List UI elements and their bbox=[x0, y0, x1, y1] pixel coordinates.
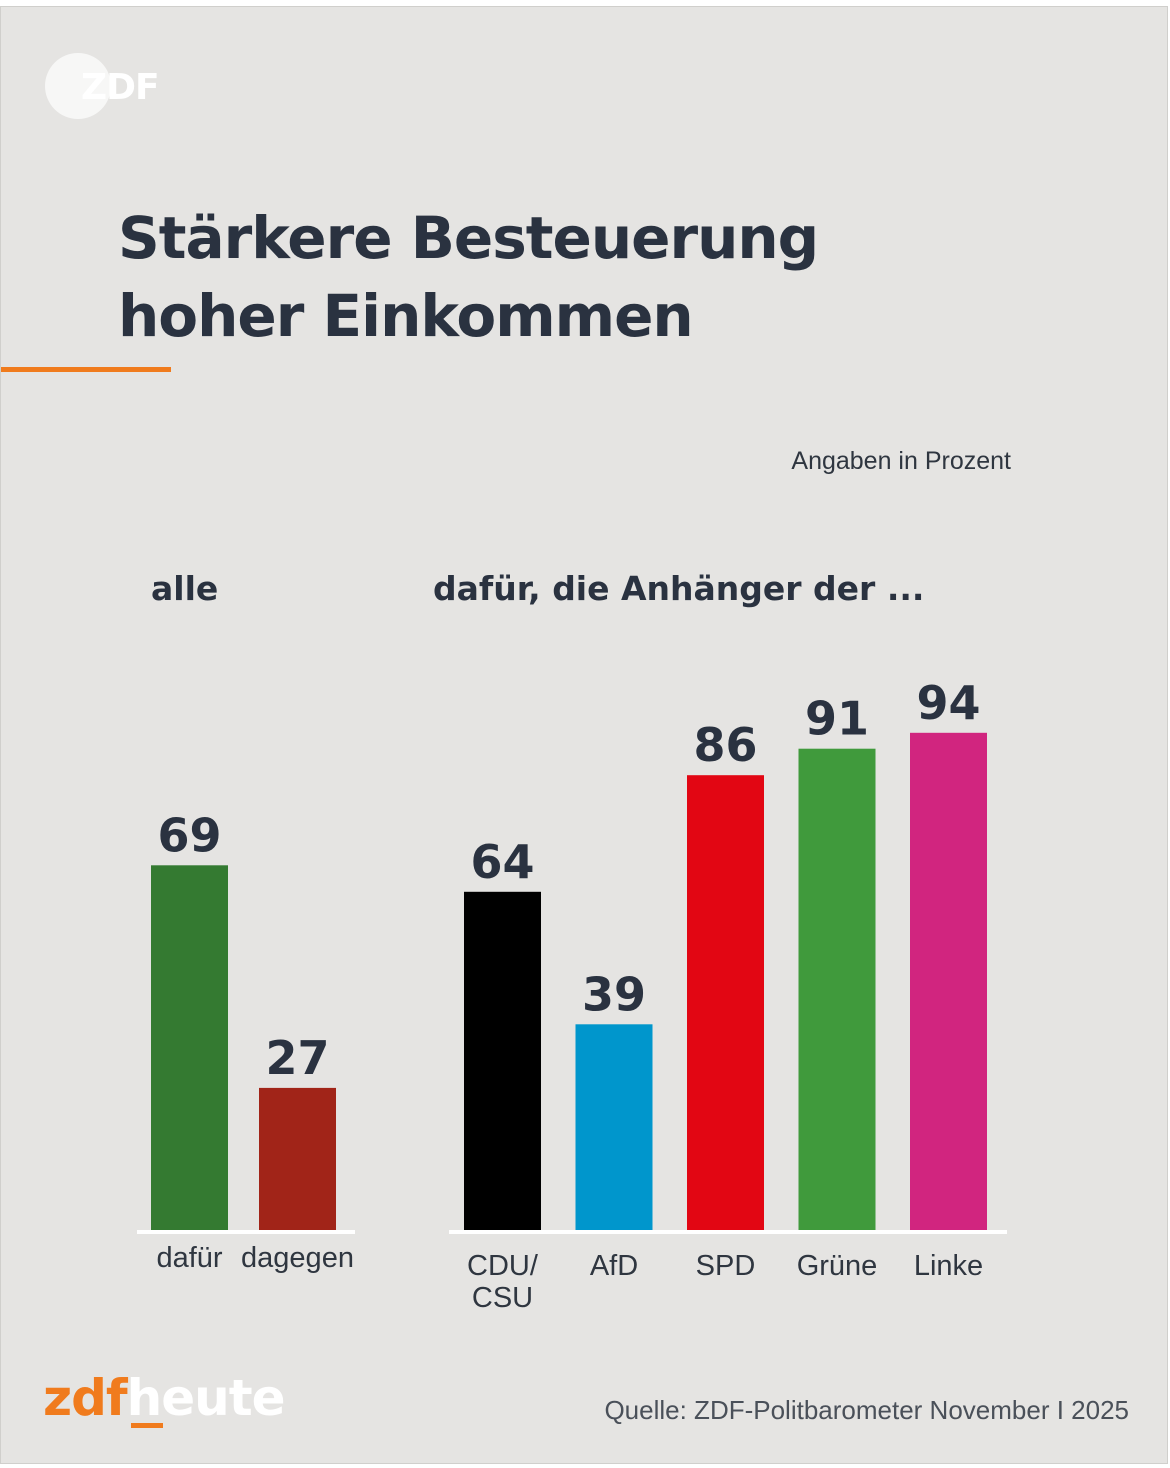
zdfheute-brand: zdfheute bbox=[43, 1369, 286, 1427]
category-label-spd: SPD bbox=[696, 1250, 756, 1282]
group-heading-supporters: dafür, die Anhänger der ... bbox=[433, 569, 925, 608]
category-label-cdu-csu: CDU/CSU bbox=[467, 1250, 539, 1314]
value-label-grüne: 91 bbox=[805, 692, 869, 746]
brand-underline bbox=[131, 1423, 163, 1428]
bar-cdu-csu bbox=[464, 891, 541, 1231]
chart-card: ZDF Stärkere Besteuerung hoher Einkommen… bbox=[0, 6, 1168, 1464]
bar-dafür bbox=[151, 865, 228, 1231]
value-label-cdu-csu: 64 bbox=[470, 835, 534, 889]
zdf-logo-text: ZDF bbox=[81, 67, 160, 108]
category-label-grüne: Grüne bbox=[797, 1250, 878, 1282]
chart-title-line-2: hoher Einkommen bbox=[118, 282, 694, 350]
brand-heute: heute bbox=[126, 1369, 286, 1427]
value-label-afd: 39 bbox=[582, 967, 646, 1021]
bar-dagegen bbox=[259, 1087, 336, 1231]
unit-note: Angaben in Prozent bbox=[791, 447, 1011, 475]
group-heading-all: alle bbox=[151, 569, 219, 608]
category-label-linke: Linke bbox=[914, 1250, 983, 1282]
category-label-dafür: dafür bbox=[156, 1242, 222, 1274]
brand-zdf: zdf bbox=[43, 1369, 128, 1427]
category-label-afd: AfD bbox=[590, 1250, 638, 1282]
value-label-dafür: 69 bbox=[157, 808, 221, 862]
source-note: Quelle: ZDF-Politbarometer November I 20… bbox=[604, 1395, 1129, 1425]
value-label-dagegen: 27 bbox=[265, 1031, 329, 1085]
chart-title-line-1: Stärkere Besteuerung bbox=[118, 204, 819, 272]
title-accent-line bbox=[1, 367, 171, 372]
bar-grüne bbox=[798, 748, 876, 1231]
bar-spd bbox=[687, 775, 764, 1231]
bar-linke bbox=[910, 732, 987, 1231]
chart-title: Stärkere Besteuerung hoher Einkommen bbox=[118, 199, 1018, 355]
value-label-spd: 86 bbox=[693, 718, 757, 772]
bar-chart: 69 dafür 27 dagegen 64 CDU/CSU 39 AfD 86 SPD 91 Grü… bbox=[137, 676, 1007, 1314]
category-label-dagegen: dagegen bbox=[241, 1242, 354, 1274]
value-label-linke: 94 bbox=[916, 676, 980, 730]
bar-afd bbox=[575, 1024, 653, 1231]
zdf-logo bbox=[45, 53, 111, 119]
